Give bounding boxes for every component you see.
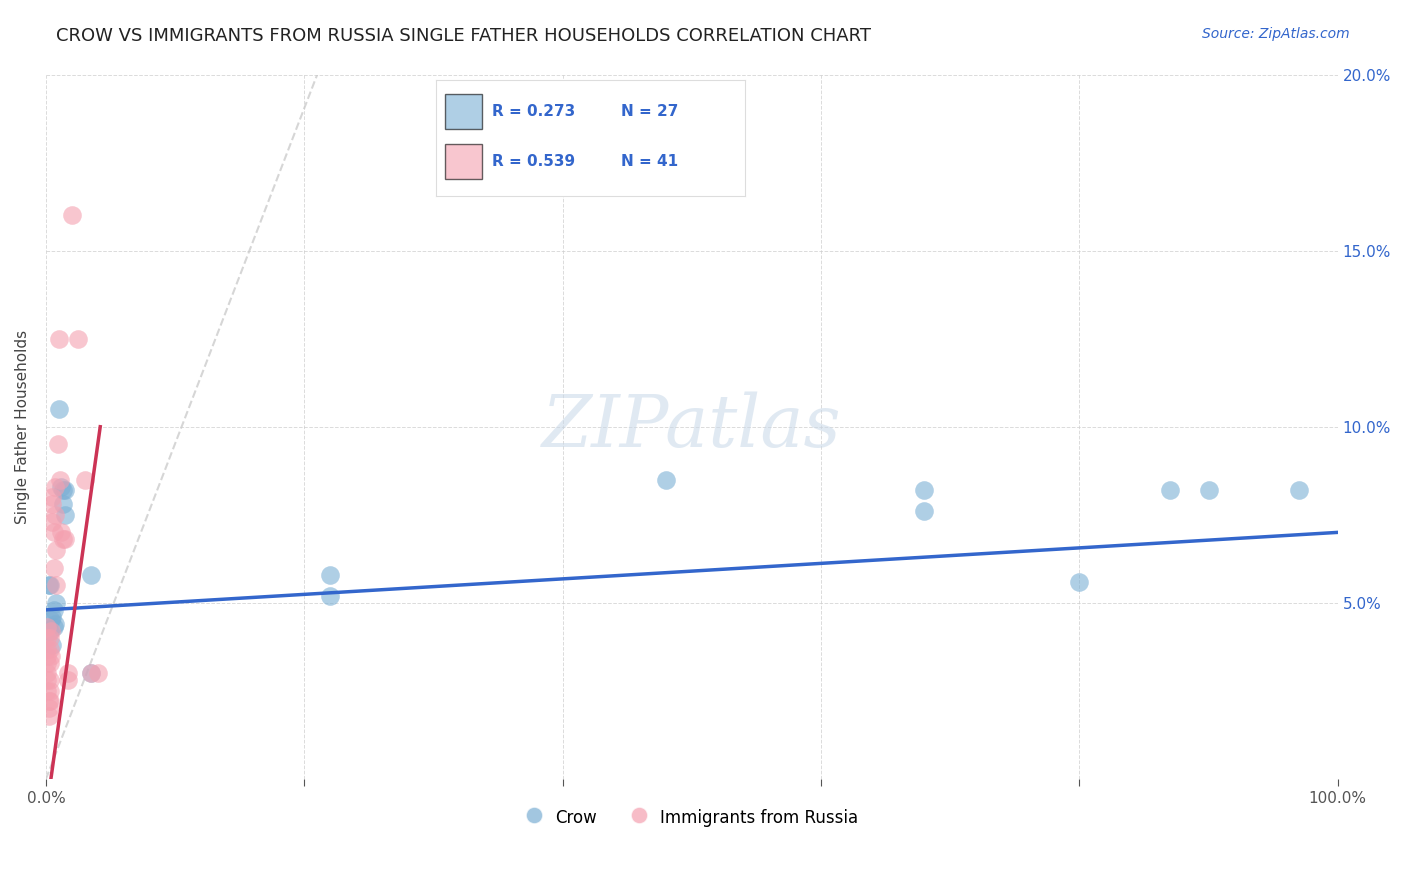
Point xyxy=(655,473,678,487)
Point xyxy=(38,694,60,708)
Point xyxy=(53,508,76,522)
Point xyxy=(37,631,59,645)
Point xyxy=(37,641,59,656)
Point xyxy=(56,673,79,688)
Point xyxy=(44,508,66,522)
Point xyxy=(42,620,65,634)
Point xyxy=(38,631,60,645)
Point xyxy=(37,620,59,634)
Point xyxy=(51,525,73,540)
Point xyxy=(53,483,76,497)
Point xyxy=(49,473,72,487)
Text: CROW VS IMMIGRANTS FROM RUSSIA SINGLE FATHER HOUSEHOLDS CORRELATION CHART: CROW VS IMMIGRANTS FROM RUSSIA SINGLE FA… xyxy=(56,27,872,45)
Point xyxy=(48,332,70,346)
Point xyxy=(38,701,60,715)
Point xyxy=(39,624,62,638)
Point xyxy=(37,684,59,698)
Point xyxy=(912,483,935,497)
Point xyxy=(73,473,96,487)
Point xyxy=(1198,483,1220,497)
Point xyxy=(38,656,60,670)
Point xyxy=(45,543,67,558)
Point xyxy=(41,490,63,504)
Point xyxy=(37,656,59,670)
Point xyxy=(39,648,62,663)
Point xyxy=(37,673,59,688)
Point xyxy=(38,624,60,638)
Point xyxy=(67,332,90,346)
Point xyxy=(38,578,60,592)
Point xyxy=(38,578,60,592)
Point xyxy=(1069,574,1091,589)
Point xyxy=(80,567,103,582)
Point xyxy=(56,666,79,681)
Point xyxy=(52,483,75,497)
Point xyxy=(37,666,59,681)
FancyBboxPatch shape xyxy=(446,95,482,129)
Point xyxy=(38,641,60,656)
Point xyxy=(44,616,66,631)
Point xyxy=(41,515,63,529)
Point xyxy=(41,497,63,511)
Text: N = 27: N = 27 xyxy=(621,104,679,120)
Point xyxy=(42,560,65,574)
Text: R = 0.273: R = 0.273 xyxy=(492,104,575,120)
Point xyxy=(51,480,73,494)
Point xyxy=(912,504,935,518)
Point xyxy=(42,603,65,617)
Point xyxy=(44,480,66,494)
Text: Source: ZipAtlas.com: Source: ZipAtlas.com xyxy=(1202,27,1350,41)
Point xyxy=(53,533,76,547)
Point xyxy=(38,708,60,723)
Point xyxy=(39,614,62,628)
Text: ZIPatlas: ZIPatlas xyxy=(543,392,842,462)
Point xyxy=(1159,483,1181,497)
Point xyxy=(60,208,83,222)
Point xyxy=(80,666,103,681)
Point xyxy=(45,596,67,610)
Point xyxy=(38,684,60,698)
Point xyxy=(42,525,65,540)
Point xyxy=(1288,483,1310,497)
Text: N = 41: N = 41 xyxy=(621,154,679,169)
Point xyxy=(38,673,60,688)
Point xyxy=(46,437,69,451)
Point xyxy=(52,533,75,547)
Point xyxy=(37,648,59,663)
Text: R = 0.539: R = 0.539 xyxy=(492,154,575,169)
Point xyxy=(45,578,67,592)
Point xyxy=(319,567,342,582)
Point xyxy=(80,666,103,681)
Point xyxy=(86,666,108,681)
Point xyxy=(319,589,342,603)
Point xyxy=(41,638,63,652)
Point xyxy=(52,497,75,511)
Point xyxy=(41,610,63,624)
Legend: Crow, Immigrants from Russia: Crow, Immigrants from Russia xyxy=(519,800,865,834)
Y-axis label: Single Father Households: Single Father Households xyxy=(15,330,30,524)
Point xyxy=(38,694,60,708)
Point xyxy=(48,402,70,417)
FancyBboxPatch shape xyxy=(446,144,482,178)
